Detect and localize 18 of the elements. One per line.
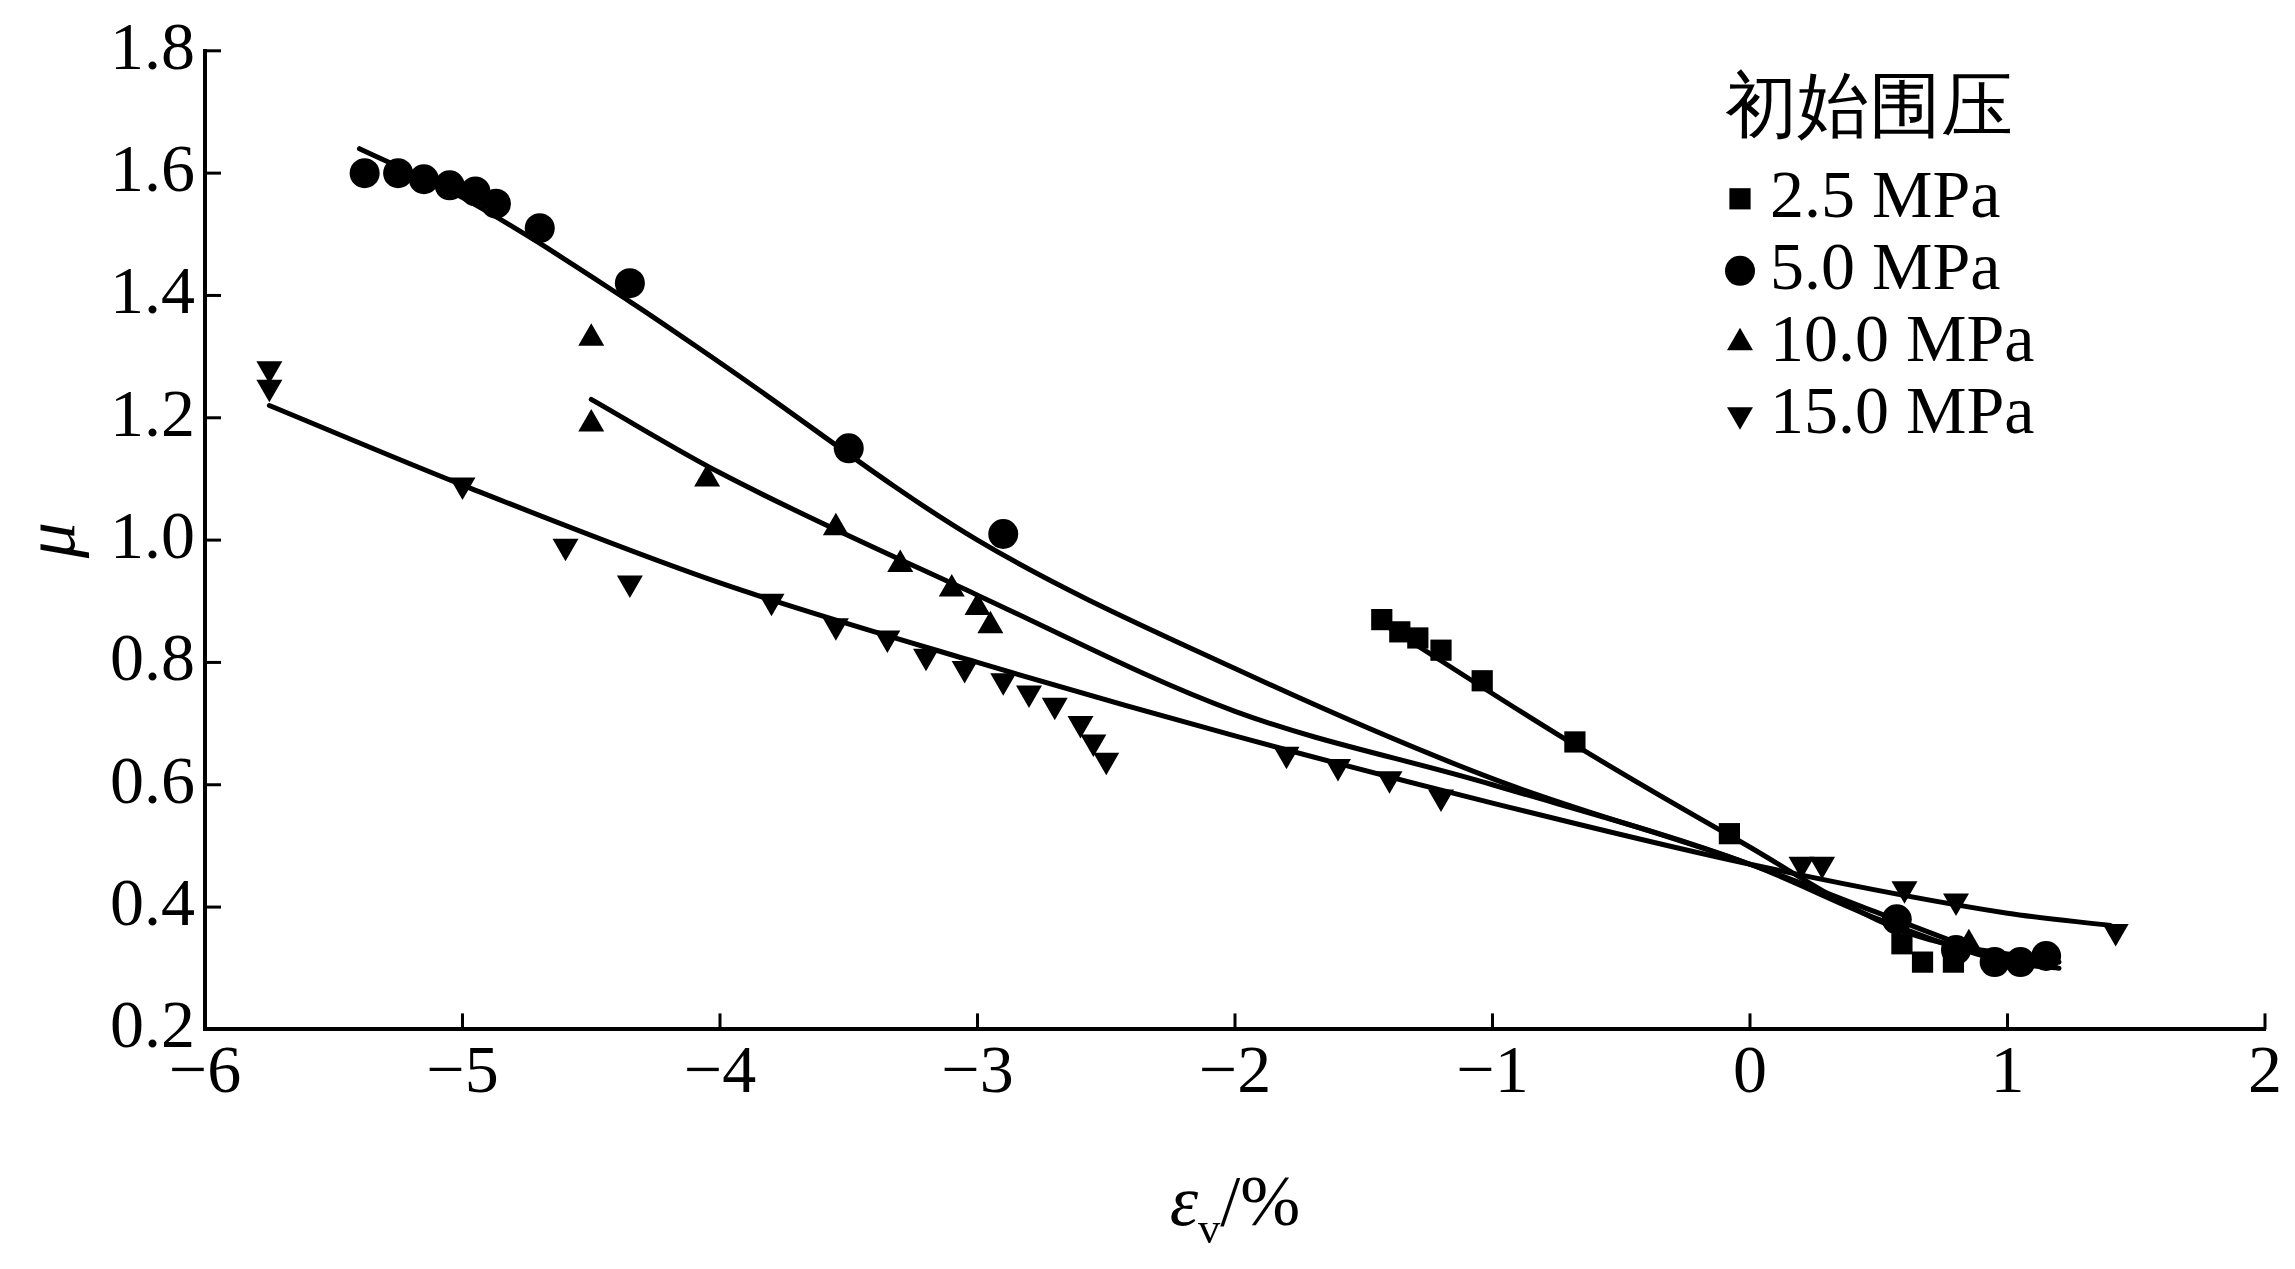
y-tick-label: 0.8 [110, 619, 195, 696]
x-tick-label: −1 [1456, 1031, 1529, 1108]
y-axis-title: μ [9, 522, 90, 560]
x-tick-label: −5 [426, 1031, 499, 1108]
y-tick-label: 0.6 [110, 741, 195, 818]
x-tick-label: 2 [2248, 1031, 2282, 1108]
x-tick-label: 1 [1990, 1031, 2025, 1108]
y-tick-label: 1.0 [110, 496, 195, 573]
y-tick-label: 0.4 [110, 863, 195, 940]
y-tick-label: 1.4 [110, 252, 195, 329]
y-tick-label: 1.2 [110, 374, 195, 451]
x-tick-label: −4 [683, 1031, 757, 1108]
x-tick-label: −3 [941, 1031, 1014, 1108]
legend-title: 初始围压 [1725, 65, 2013, 146]
x-tick-label: 0 [1733, 1031, 1767, 1108]
x-tick-label: −2 [1198, 1031, 1272, 1108]
y-tick-label: 1.8 [110, 7, 195, 84]
y-tick-label: 1.6 [110, 129, 195, 206]
